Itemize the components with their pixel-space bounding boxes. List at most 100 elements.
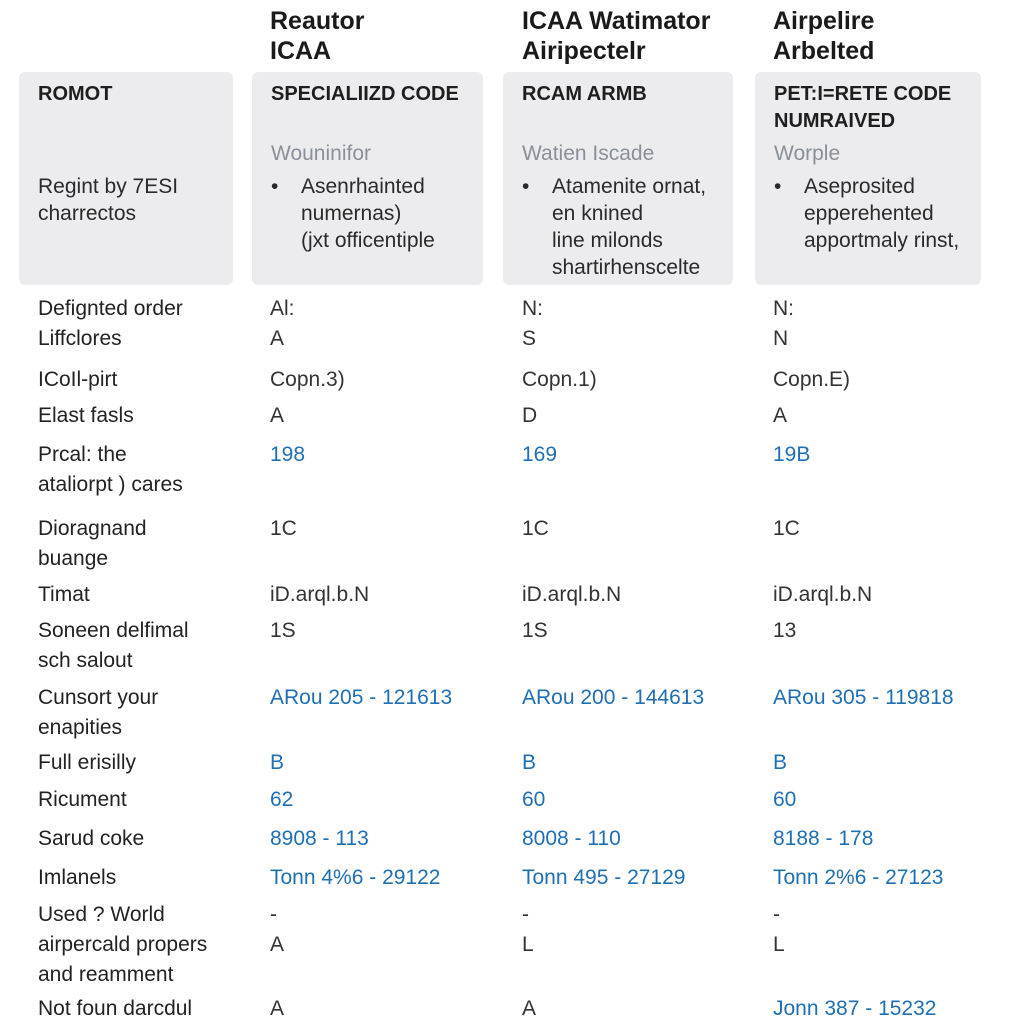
card-title: PET:I=RETE CODE — [774, 83, 952, 105]
bullet-text: Atamenite ornat, — [552, 175, 707, 198]
cell-value: - — [270, 903, 277, 926]
cell-value: ARou 305 - 119818 — [773, 686, 954, 709]
cell-value: B — [522, 751, 537, 774]
cell-value: 198 — [270, 443, 306, 466]
cell-value: - — [773, 903, 780, 926]
cell-value: B — [270, 751, 285, 774]
row-label: sch salout — [38, 649, 133, 672]
cell-value: 169 — [522, 443, 558, 466]
row-label: and reamment — [38, 963, 174, 986]
row-label: Not foun darcdul — [38, 997, 193, 1020]
cell-value: L — [773, 933, 785, 956]
bullet: • — [522, 175, 530, 198]
cell-value: N: — [522, 297, 543, 320]
cell-value: iD.arql.b.N — [270, 583, 370, 606]
cell-value: 8008 - 110 — [522, 827, 621, 850]
row-label: Liffclores — [38, 327, 122, 350]
row-label: airpercald propers — [38, 933, 208, 956]
card-subtitle: Watien Iscade — [522, 142, 655, 165]
cell-value: iD.arql.b.N — [522, 583, 622, 606]
cell-value: Al: — [270, 297, 295, 320]
row-label: enapities — [38, 716, 123, 739]
row-label: Elast fasls — [38, 404, 134, 427]
card — [252, 72, 483, 285]
cell-value: - — [522, 903, 529, 926]
row-label: ICoIl-pirt — [38, 368, 118, 391]
card-subtitle: Wouninifor — [271, 142, 371, 165]
cell-value: Copn.E) — [773, 368, 851, 391]
cell-value: 60 — [773, 788, 797, 811]
cell-value: A — [270, 327, 285, 350]
card — [19, 72, 233, 285]
cell-value: D — [522, 404, 538, 427]
cell-value: Copn.3) — [270, 368, 345, 391]
card — [503, 72, 733, 285]
row-label: ataliorpt ) cares — [38, 473, 183, 496]
cell-value: A — [773, 404, 788, 427]
cell-value: L — [522, 933, 534, 956]
bullet-text: Asenrhainted — [301, 175, 425, 198]
row-label: Prcal: the — [38, 443, 127, 466]
card-title: ROMOT — [38, 83, 113, 105]
bullet-text: line milonds — [552, 229, 663, 252]
cell-value: Copn.1) — [522, 368, 597, 391]
cell-value: 8188 - 178 — [773, 827, 874, 850]
cell-value: 1C — [522, 517, 549, 540]
row-label: buange — [38, 547, 109, 570]
cell-value: A — [270, 404, 285, 427]
column-header: Airipectelr — [522, 37, 646, 65]
cell-value: A — [270, 933, 285, 956]
row-label: Used ? World — [38, 903, 165, 926]
card-body: Regint by 7ESI — [38, 175, 179, 198]
cell-value: 62 — [270, 788, 294, 811]
cell-value: 1C — [270, 517, 297, 540]
column-header: ICAA — [270, 37, 332, 65]
column-header: Reautor — [270, 7, 365, 35]
bullet-text: numernas) — [301, 202, 402, 225]
bullet-text: (jxt officentiple — [301, 229, 435, 252]
card-title: SPECIALIIZD CODE — [271, 83, 459, 105]
cell-value: Jonn 387 - 15232 — [773, 997, 937, 1020]
bullet-text: Aseprosited — [804, 175, 915, 198]
row-label: Full erisilly — [38, 751, 137, 774]
cell-value: N: — [773, 297, 794, 320]
cell-value: 1C — [773, 517, 800, 540]
card-title: NUMRAIVED — [774, 110, 896, 132]
cell-value: Tonn 495 - 27129 — [522, 866, 686, 889]
row-label: Sarud coke — [38, 827, 145, 850]
row-label: Ricument — [38, 788, 127, 811]
cell-value: 13 — [773, 619, 797, 642]
row-label: Imlanels — [38, 866, 117, 889]
cell-value: Tonn 4%6 - 29122 — [270, 866, 441, 889]
cell-value: 19B — [773, 443, 811, 466]
card-title: RCAM ARMB — [522, 83, 647, 105]
row-label: Timat — [38, 583, 90, 606]
row-label: Cunsort your — [38, 686, 159, 709]
card-subtitle: Worple — [774, 142, 841, 165]
column-header: ICAA Watimator — [522, 7, 711, 35]
cell-value: ARou 205 - 121613 — [270, 686, 453, 709]
cell-value: 60 — [522, 788, 546, 811]
cell-value: A — [522, 997, 537, 1020]
cell-value: iD.arql.b.N — [773, 583, 873, 606]
bullet-text: apportmaly rinst, — [804, 229, 960, 252]
bullet: • — [774, 175, 782, 198]
cell-value: N — [773, 327, 789, 350]
cell-value: B — [773, 751, 788, 774]
card-body: charrectos — [38, 202, 137, 225]
cell-value: ARou 200 - 144613 — [522, 686, 705, 709]
bullet: • — [271, 175, 279, 198]
row-label: Dioragnand — [38, 517, 147, 540]
bullet-text: en knined — [552, 202, 644, 225]
cell-value: 8908 - 113 — [270, 827, 369, 850]
column-header: Airpelire — [773, 7, 875, 35]
card — [755, 72, 981, 285]
cell-value: 1S — [522, 619, 548, 642]
row-label: Soneen delfimal — [38, 619, 189, 642]
cell-value: S — [522, 327, 537, 350]
column-header: Arbelted — [773, 37, 875, 65]
cell-value: Tonn 2%6 - 27123 — [773, 866, 944, 889]
row-label: Defignted order — [38, 297, 183, 320]
cell-value: A — [270, 997, 285, 1020]
